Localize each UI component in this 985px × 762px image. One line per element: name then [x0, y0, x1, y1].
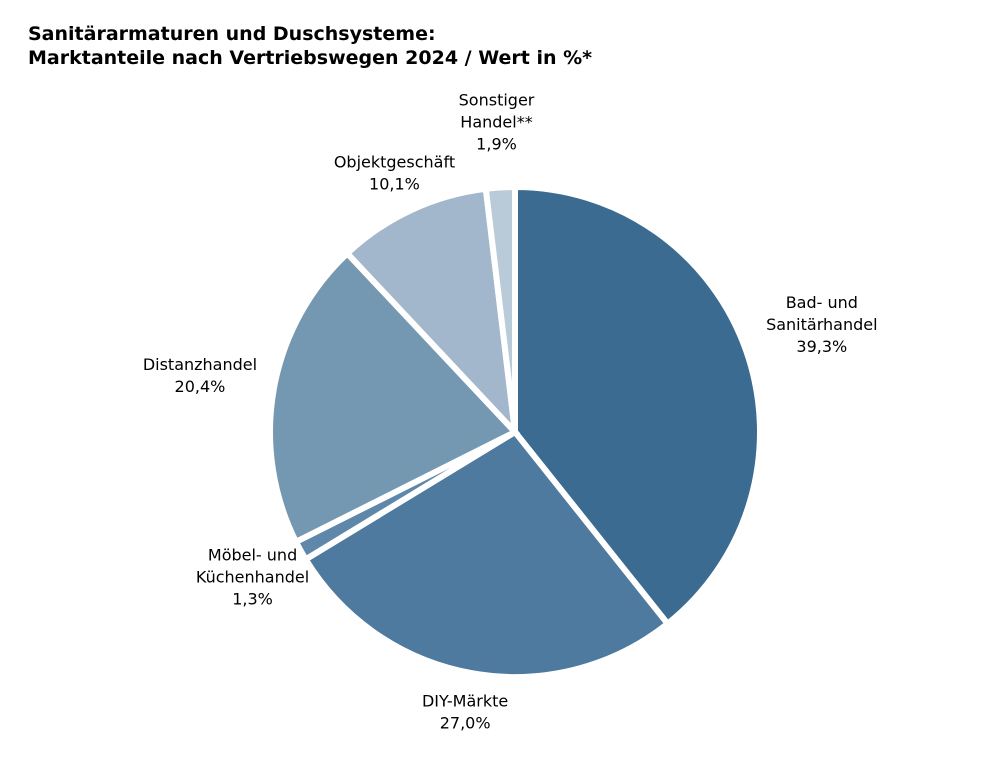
- slice-label: Objektgeschäft: [334, 152, 455, 171]
- pie-slice: [301, 428, 672, 680]
- pie-slice: [267, 249, 520, 546]
- value-label: 39,3%: [796, 336, 847, 355]
- value-label: 1,3%: [232, 589, 273, 608]
- slice-label: Sonstiger Handel**: [459, 90, 535, 131]
- slice-label: Möbel- und Küchenhandel: [196, 545, 309, 586]
- pie-slice: [343, 185, 520, 441]
- slice-label: Bad- und Sanitärhandel: [766, 292, 877, 333]
- slice-label: Distanzhandel: [143, 354, 257, 373]
- value-label: 10,1%: [369, 174, 420, 193]
- pie-slice: [512, 183, 763, 628]
- chart-title: Sanitärarmaturen und Duschsysteme: Markta…: [28, 23, 592, 69]
- slice-label: DIY-Märkte: [422, 691, 508, 710]
- value-label: 20,4%: [175, 376, 226, 395]
- pie-slice: [482, 183, 518, 433]
- value-label: 27,0%: [440, 713, 491, 732]
- value-label: 1,9%: [476, 134, 517, 153]
